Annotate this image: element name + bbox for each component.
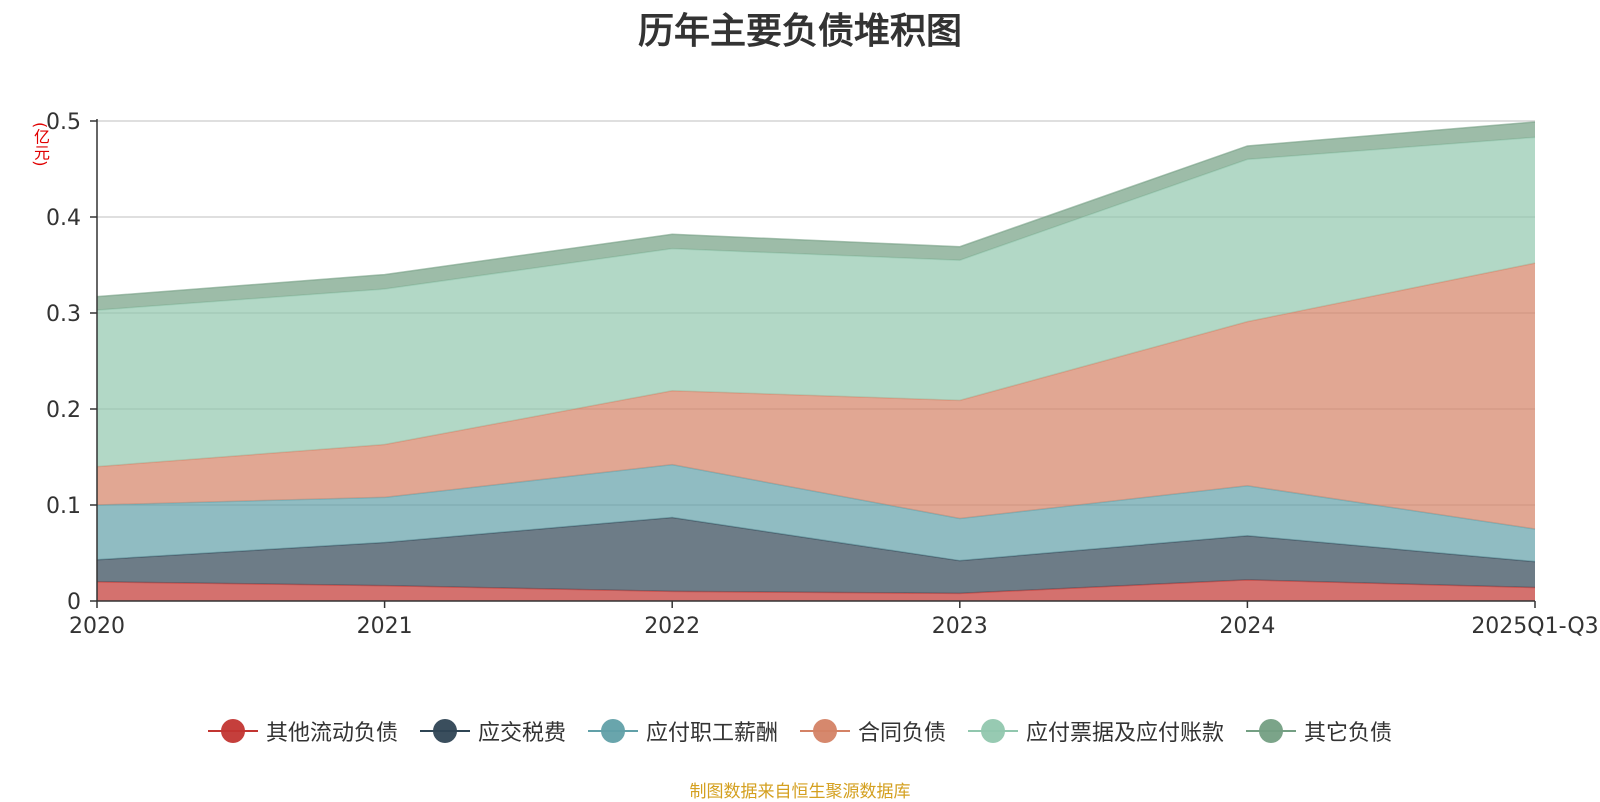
x-tick-label: 2020 xyxy=(69,614,125,639)
stacked-areas xyxy=(96,121,1536,601)
y-axis-unit-label: (亿元) xyxy=(31,122,50,167)
x-tick-label: 2023 xyxy=(932,614,988,639)
y-tick-label: 0.5 xyxy=(46,110,81,135)
legend-label: 合同负债 xyxy=(858,721,947,746)
x-tick-label: 2025Q1-Q3 xyxy=(1471,614,1598,639)
source-note: 制图数据来自恒生聚源数据库 xyxy=(689,782,911,802)
legend: 其他流动负债 应交税费 应付职工薪酬 合同负债 应付票据及应付账款 其它负债 xyxy=(0,715,1600,747)
legend-marker-icon xyxy=(800,718,850,744)
chart-title: 历年主要负债堆积图 xyxy=(637,11,962,52)
y-tick-label: 0 xyxy=(67,590,81,615)
x-tick-label: 2024 xyxy=(1219,614,1275,639)
area-series-line-5 xyxy=(96,121,1536,298)
area-series-2 xyxy=(97,464,1535,562)
area-series-5 xyxy=(97,121,1535,311)
legend-item-5[interactable]: 其它负债 xyxy=(1246,715,1392,747)
x-tick-label: 2021 xyxy=(357,614,413,639)
legend-label: 应付票据及应付账款 xyxy=(1026,721,1225,746)
y-tick-label: 0.2 xyxy=(46,398,81,423)
legend-marker-icon xyxy=(968,718,1019,744)
legend-marker-icon xyxy=(587,718,638,744)
legend-marker-icon xyxy=(207,718,258,744)
y-tick-label: 0.4 xyxy=(46,206,81,231)
legend-item-3[interactable]: 合同负债 xyxy=(800,715,946,747)
legend-marker-icon xyxy=(1246,718,1297,744)
legend-item-1[interactable]: 应交税费 xyxy=(419,715,566,747)
area-series-0 xyxy=(97,579,1535,601)
x-tick-label: 2022 xyxy=(644,614,700,639)
legend-label: 应交税费 xyxy=(477,721,566,746)
legend-label: 应付职工薪酬 xyxy=(645,721,778,746)
legend-label: 其它负债 xyxy=(1304,721,1393,746)
axes: 0 0.1 0.2 0.3 0.4 0.5 2020 2021 2022 2023 2024 2025… xyxy=(46,110,1599,639)
legend-label: 其他流动负债 xyxy=(265,721,398,746)
y-tick-label: 0.1 xyxy=(46,494,81,519)
legend-item-4[interactable]: 应付票据及应付账款 xyxy=(968,715,1224,747)
y-tick-label: 0.3 xyxy=(46,302,81,327)
legend-marker-icon xyxy=(419,718,470,744)
area-series-4 xyxy=(97,137,1535,467)
legend-item-2[interactable]: 应付职工薪酬 xyxy=(587,715,778,747)
legend-item-0[interactable]: 其他流动负债 xyxy=(207,715,398,747)
